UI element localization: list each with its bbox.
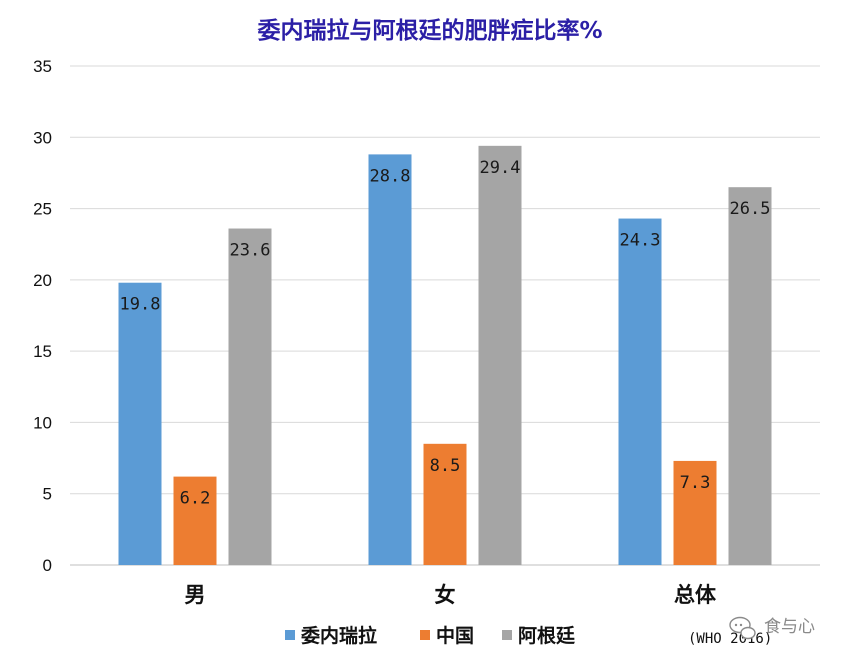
x-tick-label: 男 [185,583,206,607]
data-label: 6.2 [180,489,211,509]
bar [478,145,522,565]
data-label: 26.5 [730,199,771,219]
y-tick-label: 30 [33,128,52,147]
watermark-text: 食与心 [764,617,815,637]
bar [673,460,717,565]
data-label: 23.6 [230,241,271,261]
data-label: 28.8 [370,166,411,186]
x-tick-label: 总体 [674,583,717,607]
y-tick-label: 15 [33,342,52,361]
data-label: 24.3 [620,231,661,251]
watermark: 食与心 [729,616,815,640]
y-tick-label: 20 [33,271,52,290]
data-label: 7.3 [680,473,711,493]
y-tick-label: 5 [43,485,52,504]
chart-title: 委内瑞拉与阿根廷的肥胖症比率% [256,17,602,44]
legend-swatch [285,630,295,640]
y-tick-label: 0 [43,556,52,575]
y-tick-label: 25 [33,200,52,219]
bar [423,443,467,565]
source-note: (WHO 2016) [688,631,772,647]
y-tick-label: 35 [33,57,52,76]
x-tick-label: 女 [435,583,456,607]
legend-swatch [420,630,430,640]
bars [118,145,772,565]
bar [118,282,162,565]
legend: 委内瑞拉 中国 阿根廷 [285,624,576,647]
y-axis-ticks: 0 5 10 15 20 25 30 35 [33,57,52,575]
legend-entry: 阿根廷 [518,624,576,647]
bar [368,154,412,565]
y-tick-label: 10 [33,413,52,432]
legend-entry: 委内瑞拉 [300,624,377,647]
bar [618,218,662,565]
legend-entry: 中国 [436,624,474,647]
bar [173,476,217,565]
chat-bubble-icon [729,616,756,640]
data-labels: 19.8 6.2 23.6 28.8 8.5 29.4 24.3 7.3 26.5 [120,158,771,509]
bar [228,228,272,565]
legend-swatch [502,630,512,640]
data-label: 19.8 [120,295,161,315]
data-label: 29.4 [480,158,521,178]
bar [728,187,772,565]
x-axis-ticks: 男 女 总体 [185,583,717,607]
data-label: 8.5 [430,456,461,476]
